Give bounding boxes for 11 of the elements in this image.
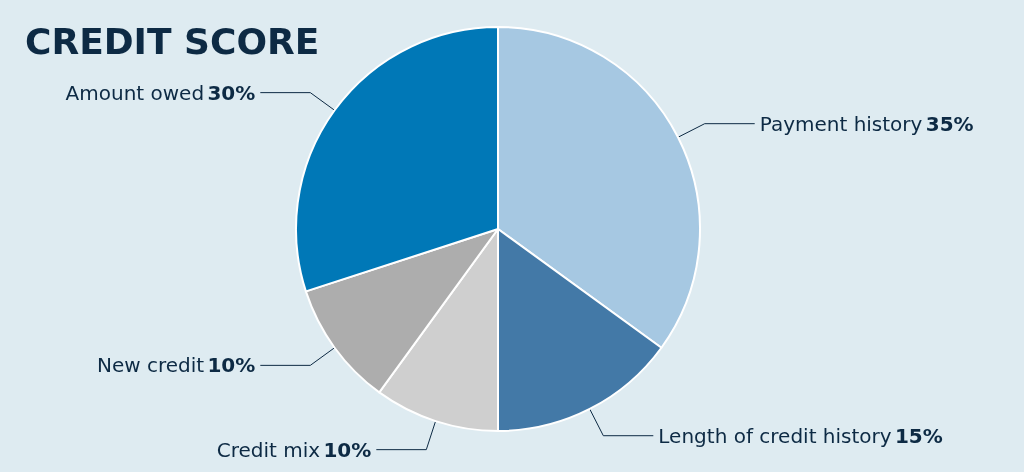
data-label: 30% — [207, 80, 256, 105]
data-label: 35% — [925, 111, 974, 136]
slice-label: Amount owed — [65, 80, 205, 105]
chart-title: CREDIT SCORE — [25, 20, 320, 62]
slice-label: Payment history — [759, 111, 923, 136]
data-label: 10% — [207, 353, 256, 378]
data-label: 15% — [894, 423, 943, 448]
slice-label: New credit — [96, 353, 205, 378]
data-label: 10% — [323, 437, 372, 462]
slice-label: Length of credit history — [658, 423, 892, 448]
slice-label: Credit mix — [216, 437, 321, 462]
